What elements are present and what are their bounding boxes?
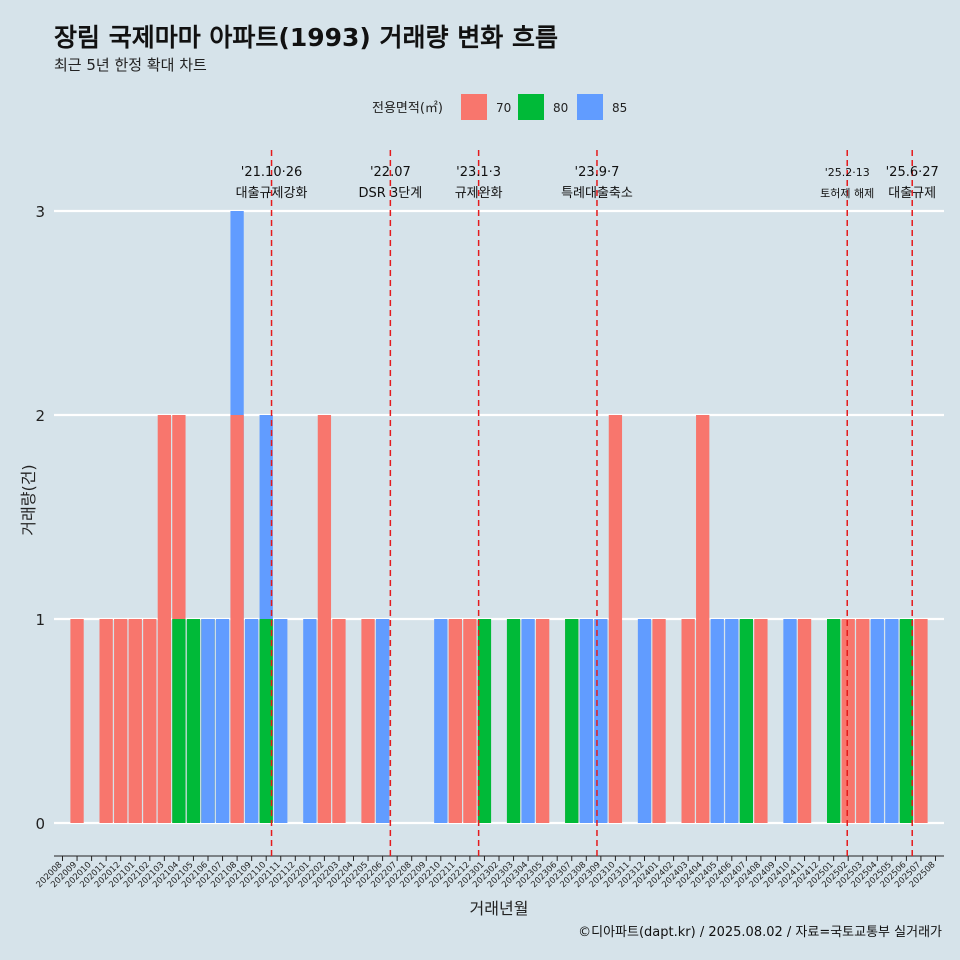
event-date-label: '23.1·3 — [456, 165, 501, 180]
bar-202406-85 — [725, 619, 739, 823]
bar-202107-85 — [215, 619, 230, 823]
bar-202111-85 — [274, 619, 288, 823]
bar-202507-70 — [914, 619, 928, 823]
chart-subtitle: 최근 5년 한정 확대 차트 — [54, 56, 207, 74]
event-date-label: '21.10·26 — [241, 165, 302, 180]
event-date-label: '22.07 — [370, 165, 411, 180]
bar-202502-70 — [841, 619, 855, 823]
bar-202505-85 — [885, 619, 899, 823]
x-axis-title: 거래년월 — [470, 899, 529, 918]
bar-202405-85 — [710, 619, 724, 823]
bar-202408-70 — [754, 619, 768, 823]
event-desc-label: 규제완화 — [455, 186, 503, 201]
legend-label: 85 — [612, 101, 627, 115]
bar-202404-70 — [696, 415, 710, 823]
event-desc-label: 대출규제강화 — [236, 186, 308, 201]
bar-202506-80 — [899, 619, 914, 823]
bar-202205-70 — [361, 619, 375, 823]
bar-202105-80 — [186, 619, 201, 823]
bar-202410-85 — [783, 619, 797, 823]
legend-swatch-70 — [461, 94, 487, 120]
bar-202212-70 — [463, 619, 477, 823]
bar-202206-85 — [375, 619, 390, 823]
bar-202401-70 — [652, 619, 666, 823]
bar-202202-70 — [317, 415, 332, 823]
bar-202310-70 — [608, 415, 623, 823]
bar-202309-85 — [594, 619, 608, 823]
legend-label: 80 — [553, 101, 568, 115]
bar-202403-70 — [681, 619, 695, 823]
bar-202504-85 — [870, 619, 884, 823]
chart-caption: ©디아파트(dapt.kr) / 2025.08.02 / 자료=국토교통부 실… — [578, 925, 942, 940]
y-axis-title: 거래량(건) — [19, 464, 38, 535]
y-tick-label: 1 — [35, 611, 45, 629]
legend-label: 70 — [496, 101, 511, 115]
bar-202110-80 — [259, 619, 273, 823]
y-tick-label: 0 — [35, 815, 45, 833]
bar-202411-70 — [797, 619, 812, 823]
bar-202210-85 — [434, 619, 448, 823]
event-desc-label: 특례대출축소 — [561, 186, 633, 201]
legend-title: 전용면적(㎡) — [372, 101, 443, 116]
bar-202503-70 — [856, 619, 870, 823]
legend-swatch-80 — [518, 94, 544, 120]
bar-202203-70 — [332, 619, 346, 823]
bar-202501-80 — [827, 619, 841, 823]
event-date-label: '23.9·7 — [575, 165, 620, 180]
bar-202109-85 — [245, 619, 259, 823]
bar-202103-70 — [157, 415, 171, 823]
chart-title: 장림 국제마마 아파트(1993) 거래량 변화 흐름 — [54, 23, 558, 52]
bar-202106-85 — [201, 619, 215, 823]
bar-202211-70 — [448, 619, 462, 823]
bar-202101-70 — [128, 619, 142, 823]
bar-202407-80 — [739, 619, 753, 823]
bar-202304-85 — [521, 619, 535, 823]
event-desc-label: 토허제 해제 — [820, 186, 874, 200]
bar-202011-70 — [99, 619, 113, 823]
y-tick-label: 2 — [35, 407, 45, 425]
bar-202301-80 — [477, 619, 492, 823]
bar-202308-85 — [579, 619, 593, 823]
bar-202307-80 — [565, 619, 579, 823]
bar-202303-80 — [506, 619, 521, 823]
bar-202312-85 — [637, 619, 652, 823]
bar-202305-70 — [536, 619, 550, 823]
bar-202108-70 — [230, 415, 244, 823]
bar-202104-80 — [172, 619, 186, 823]
legend-swatch-85 — [577, 94, 603, 120]
event-desc-label: DSR 3단계 — [359, 186, 423, 201]
y-tick-label: 3 — [35, 203, 45, 221]
event-desc-label: 대출규제 — [888, 186, 936, 201]
event-date-label: '25.6·27 — [886, 165, 939, 180]
bar-202009-70 — [70, 619, 84, 823]
bar-202201-85 — [303, 619, 317, 823]
bar-202012-70 — [114, 619, 128, 823]
bar-202102-70 — [143, 619, 157, 823]
event-date-label: '25.2·13 — [825, 166, 870, 179]
